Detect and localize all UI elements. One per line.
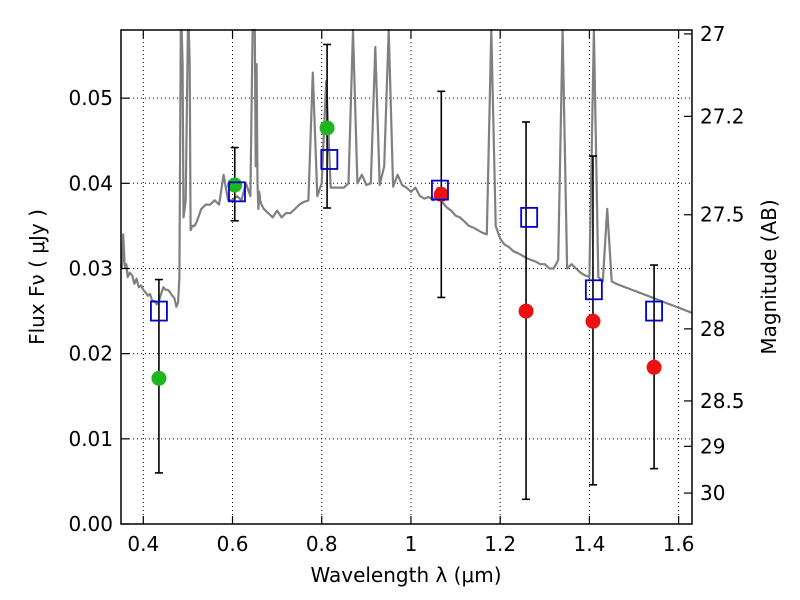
model-photometry-square <box>320 149 339 170</box>
x-tick-label: 1 <box>405 532 418 556</box>
x-tick-label: 1.6 <box>663 532 695 556</box>
y2-axis-title: Magnitude (AB) <box>757 199 781 354</box>
x-tick-label: 0.8 <box>306 532 338 556</box>
y2-tick-label: 28.5 <box>700 389 745 413</box>
model-photometry-square <box>645 300 663 322</box>
y2-tick-label: 27.5 <box>700 203 745 227</box>
x-tick-label: 0.6 <box>217 532 249 556</box>
data-points <box>150 120 663 386</box>
green-point <box>227 177 243 193</box>
y2-tick-label: 27.2 <box>700 104 745 128</box>
x-axis-title: Wavelength λ (μm) <box>310 563 501 587</box>
x-tick-label: 1.4 <box>573 532 605 556</box>
model-photometry-square <box>228 181 246 203</box>
model-photometry-square <box>584 279 603 301</box>
y2-tick-label: 29 <box>700 434 725 458</box>
x-tick-label: 1.2 <box>484 532 516 556</box>
y-tick-label: 0.04 <box>68 171 113 195</box>
y-tick-label: 0.05 <box>68 86 113 110</box>
green-point <box>151 370 167 386</box>
red-point <box>646 359 662 375</box>
plot-frame <box>120 29 693 525</box>
x-axis-ticks: 0.4 0.6 0.8 1 1.2 1.4 1.6 <box>127 30 695 556</box>
red-point <box>518 303 534 319</box>
model-photometry-square <box>150 300 168 322</box>
red-point <box>585 313 601 329</box>
model-photometry-square <box>520 206 539 228</box>
x-tick-label: 0.4 <box>127 532 159 556</box>
model-photometry-square <box>431 179 449 201</box>
plot-area <box>121 30 692 524</box>
model-spectrum <box>119 28 693 314</box>
y-axis-title: Flux Fν ( μJy ) <box>25 209 49 345</box>
green-point <box>319 120 335 136</box>
y-tick-label: 0.02 <box>68 342 113 366</box>
y2-tick-label: 30 <box>700 481 725 505</box>
model-spectrum-line <box>119 28 693 314</box>
y-tick-label: 0.01 <box>68 427 113 451</box>
y-tick-label: 0.00 <box>68 512 113 536</box>
y-axis-ticks: 0.00 0.01 0.02 0.03 0.04 0.05 <box>68 86 129 536</box>
y2-axis-ticks: 27 27.2 27.5 28 28.5 29 30 <box>684 22 745 505</box>
y2-tick-label: 27 <box>700 22 725 46</box>
y-tick-label: 0.03 <box>68 256 113 280</box>
red-point <box>433 186 449 202</box>
y2-tick-label: 28 <box>700 317 725 341</box>
